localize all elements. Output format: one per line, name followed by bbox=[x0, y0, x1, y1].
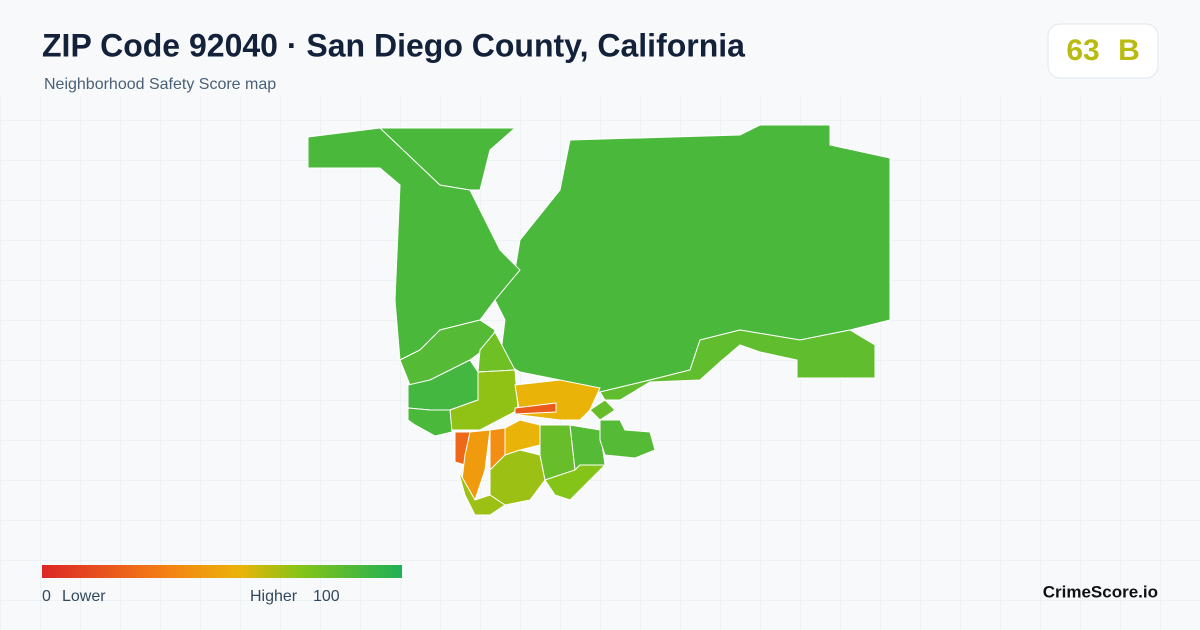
legend-max: 100 bbox=[313, 588, 340, 605]
region bbox=[599, 419, 656, 459]
legend-bar bbox=[42, 565, 402, 578]
region bbox=[599, 329, 876, 401]
legend-min-label: Lower bbox=[62, 588, 106, 605]
region bbox=[589, 399, 616, 421]
region bbox=[544, 464, 607, 501]
score-badge bbox=[1047, 23, 1159, 79]
title: ZIP Code 92040 · San Diego County, Calif… bbox=[42, 27, 745, 63]
brand: CrimeScore.io bbox=[1043, 582, 1158, 601]
subtitle: Neighborhood Safety Score map bbox=[44, 76, 276, 93]
map bbox=[307, 124, 891, 516]
region bbox=[378, 127, 517, 191]
legend-max-label: Higher bbox=[250, 588, 298, 605]
region bbox=[457, 469, 506, 516]
region bbox=[407, 407, 453, 437]
grade: B bbox=[1118, 34, 1140, 67]
score: 63 bbox=[1066, 34, 1099, 67]
legend-min: 0 bbox=[42, 588, 51, 605]
region bbox=[514, 402, 557, 415]
